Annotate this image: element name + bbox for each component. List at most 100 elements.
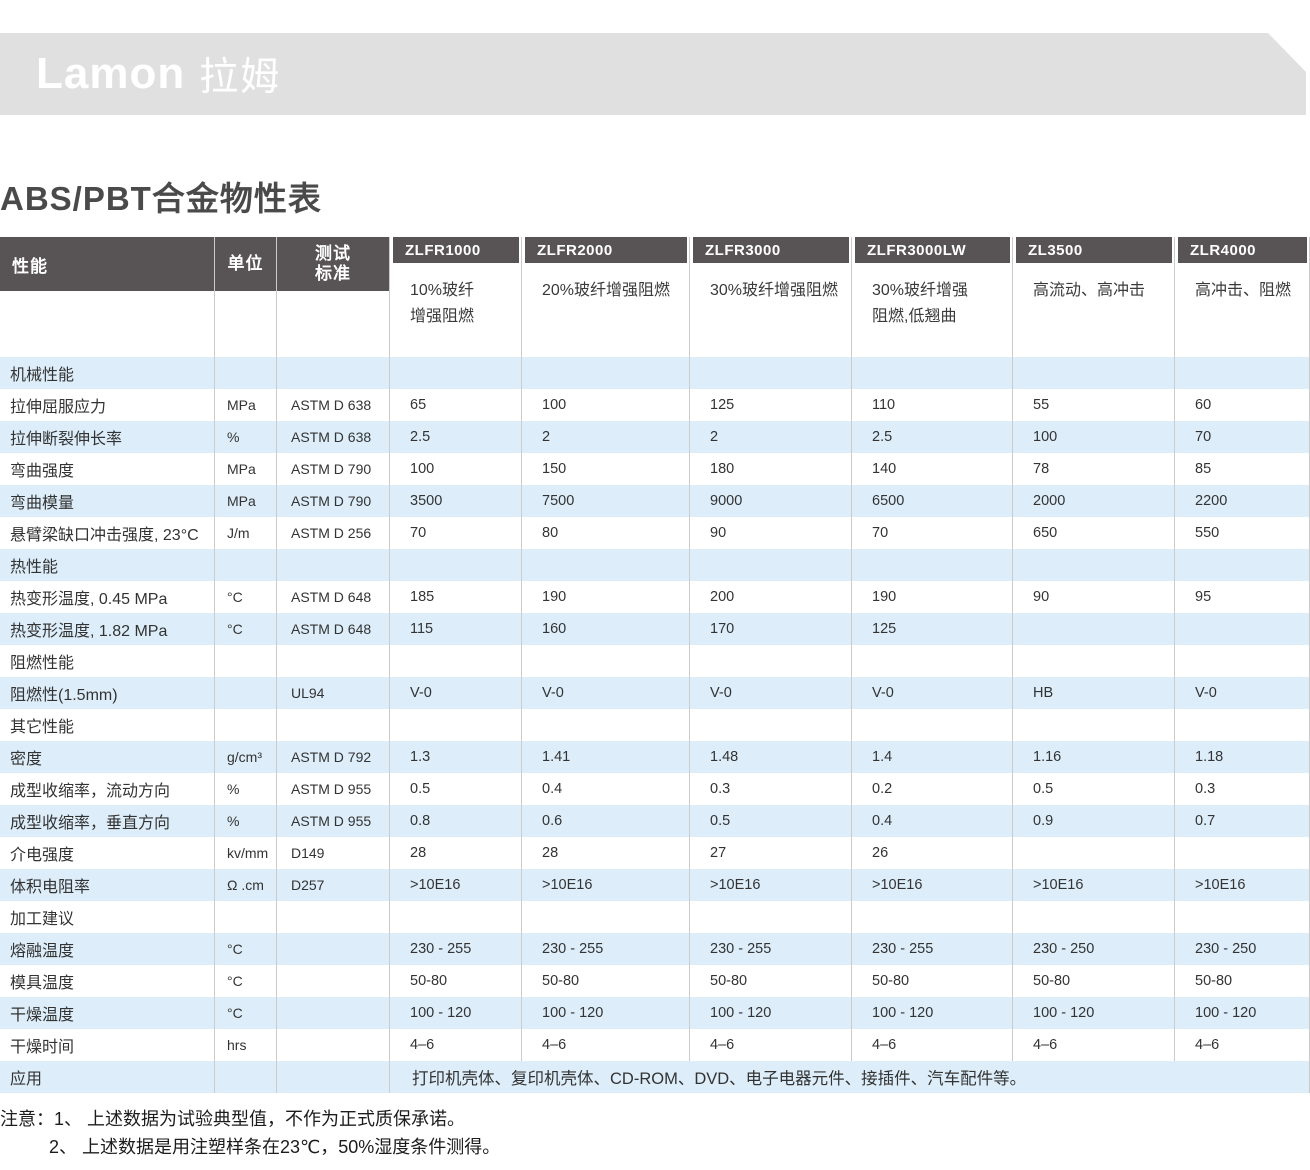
- row-unit: °C: [215, 613, 277, 645]
- row-value: 0.5: [390, 773, 522, 805]
- row-standard: [277, 709, 390, 741]
- row-value: V-0: [1175, 677, 1310, 709]
- row-value: [522, 901, 690, 933]
- row-label: 干燥温度: [0, 997, 215, 1029]
- row-label: 模具温度: [0, 965, 215, 997]
- row-value: 80: [522, 517, 690, 549]
- row-label: 拉伸断裂伸长率: [0, 421, 215, 453]
- header-label-unit: 单位: [215, 237, 276, 291]
- table-row: 弯曲强度 MPa ASTM D 790 100 150 180 140 78 85: [0, 453, 1310, 485]
- row-value: 230 - 255: [852, 933, 1013, 965]
- brand-logo-chinese: 拉姆: [199, 56, 282, 99]
- row-value: 6500: [852, 485, 1013, 517]
- row-label: 弯曲模量: [0, 485, 215, 517]
- row-value: 90: [1013, 581, 1175, 613]
- row-value: 230 - 255: [690, 933, 852, 965]
- row-standard: ASTM D 256: [277, 517, 390, 549]
- row-label: 加工建议: [0, 901, 215, 933]
- page-title: ABS/PBT合金物性表: [0, 180, 322, 217]
- row-standard: D149: [277, 837, 390, 869]
- row-value: [1175, 901, 1310, 933]
- row-value: 230 - 255: [390, 933, 522, 965]
- table-row: 应用 打印机壳体、复印机壳体、CD-ROM、DVD、电子电器元件、接插件、汽车配件…: [0, 1061, 1310, 1093]
- row-value: 185: [390, 581, 522, 613]
- row-value: 230 - 250: [1013, 933, 1175, 965]
- row-value: 160: [522, 613, 690, 645]
- row-value: [522, 709, 690, 741]
- row-value: 0.5: [1013, 773, 1175, 805]
- row-label: 体积电阻率: [0, 869, 215, 901]
- row-standard: [277, 549, 390, 581]
- row-value: 3500: [390, 485, 522, 517]
- row-unit: °C: [215, 997, 277, 1029]
- properties-table: 性能 单位 测试 标准 ZLFR1000 10%玻纤 增强阻燃 ZLFR2000 20…: [0, 237, 1310, 1093]
- row-value: 27: [690, 837, 852, 869]
- row-value: 170: [690, 613, 852, 645]
- table-row: 热变形温度, 1.82 MPa °C ASTM D 648 115 160 170 125: [0, 613, 1310, 645]
- row-value: [1175, 613, 1310, 645]
- row-standard: [277, 1029, 390, 1061]
- row-value: 26: [852, 837, 1013, 869]
- row-value: >10E16: [852, 869, 1013, 901]
- row-value: 230 - 250: [1175, 933, 1310, 965]
- row-value: [1013, 613, 1175, 645]
- row-unit: [215, 677, 277, 709]
- product-description: 30%玻纤增强 阻燃,低翘曲: [872, 282, 969, 325]
- row-value: [1013, 357, 1175, 389]
- row-value: >10E16: [522, 869, 690, 901]
- table-body: 机械性能 拉伸屈服应力 MPa ASTM D 638 65 100 125 110 55 60 拉伸…: [0, 357, 1310, 1093]
- row-unit: [215, 549, 277, 581]
- row-value: 230 - 255: [522, 933, 690, 965]
- row-value: 4–6: [690, 1029, 852, 1061]
- row-standard: ASTM D 955: [277, 805, 390, 837]
- row-value: 28: [390, 837, 522, 869]
- row-value: 50-80: [852, 965, 1013, 997]
- table-row: 拉伸屈服应力 MPa ASTM D 638 65 100 125 110 55 60: [0, 389, 1310, 421]
- row-label: 成型收缩率，垂直方向: [0, 805, 215, 837]
- row-value: 100 - 120: [690, 997, 852, 1029]
- row-value: 100 - 120: [390, 997, 522, 1029]
- product-name: ZLFR3000: [693, 237, 849, 263]
- footnote-line-1: 注意：1、 上述数据为试验典型值，不作为正式质保承诺。: [0, 1109, 466, 1129]
- row-standard: D257: [277, 869, 390, 901]
- row-value: [852, 645, 1013, 677]
- row-value: 100 - 120: [852, 997, 1013, 1029]
- table-row: 干燥时间 hrs 4–6 4–6 4–6 4–6 4–6 4–6: [0, 1029, 1310, 1061]
- table-header: 性能 单位 测试 标准 ZLFR1000 10%玻纤 增强阻燃 ZLFR2000 20…: [0, 237, 1310, 357]
- header-cell-unit: 单位: [215, 237, 277, 357]
- table-row: 密度 g/cm³ ASTM D 792 1.3 1.41 1.48 1.4 1.16 1.18: [0, 741, 1310, 773]
- row-value: 190: [522, 581, 690, 613]
- table-row: 体积电阻率 Ω .cm D257 >10E16 >10E16 >10E16 >10E16 >1…: [0, 869, 1310, 901]
- footnotes: 注意：1、 上述数据为试验典型值，不作为正式质保承诺。 2、 上述数据是用注塑样…: [0, 1105, 1310, 1161]
- row-value: [1175, 357, 1310, 389]
- row-standard: [277, 997, 390, 1029]
- product-column-header: ZL3500 高流动、高冲击: [1013, 237, 1175, 357]
- row-unit: %: [215, 421, 277, 453]
- row-value: 0.3: [690, 773, 852, 805]
- row-value: V-0: [852, 677, 1013, 709]
- row-value: [852, 709, 1013, 741]
- row-value: [690, 901, 852, 933]
- row-value: 65: [390, 389, 522, 421]
- row-value: 190: [852, 581, 1013, 613]
- row-standard: [277, 933, 390, 965]
- row-standard: [277, 645, 390, 677]
- row-value: 125: [852, 613, 1013, 645]
- row-value: 180: [690, 453, 852, 485]
- row-value: 50-80: [522, 965, 690, 997]
- row-value: >10E16: [1013, 869, 1175, 901]
- row-value: 550: [1175, 517, 1310, 549]
- row-value: 100: [522, 389, 690, 421]
- row-value: 50-80: [1013, 965, 1175, 997]
- product-column-header: ZLFR1000 10%玻纤 增强阻燃: [390, 237, 522, 357]
- row-value: 100 - 120: [522, 997, 690, 1029]
- section-row: 加工建议: [0, 901, 1310, 933]
- row-unit: MPa: [215, 485, 277, 517]
- table-row: 阻燃性(1.5mm) UL94 V-0 V-0 V-0 V-0 HB V-0: [0, 677, 1310, 709]
- row-unit: hrs: [215, 1029, 277, 1061]
- product-name: ZL3500: [1016, 237, 1172, 263]
- row-label: 阻燃性(1.5mm): [0, 677, 215, 709]
- table-row: 拉伸断裂伸长率% ASTM D 638 2.5 2 2 2.5 100 70: [0, 421, 1310, 453]
- row-value: 50-80: [690, 965, 852, 997]
- row-value: 2.5: [852, 421, 1013, 453]
